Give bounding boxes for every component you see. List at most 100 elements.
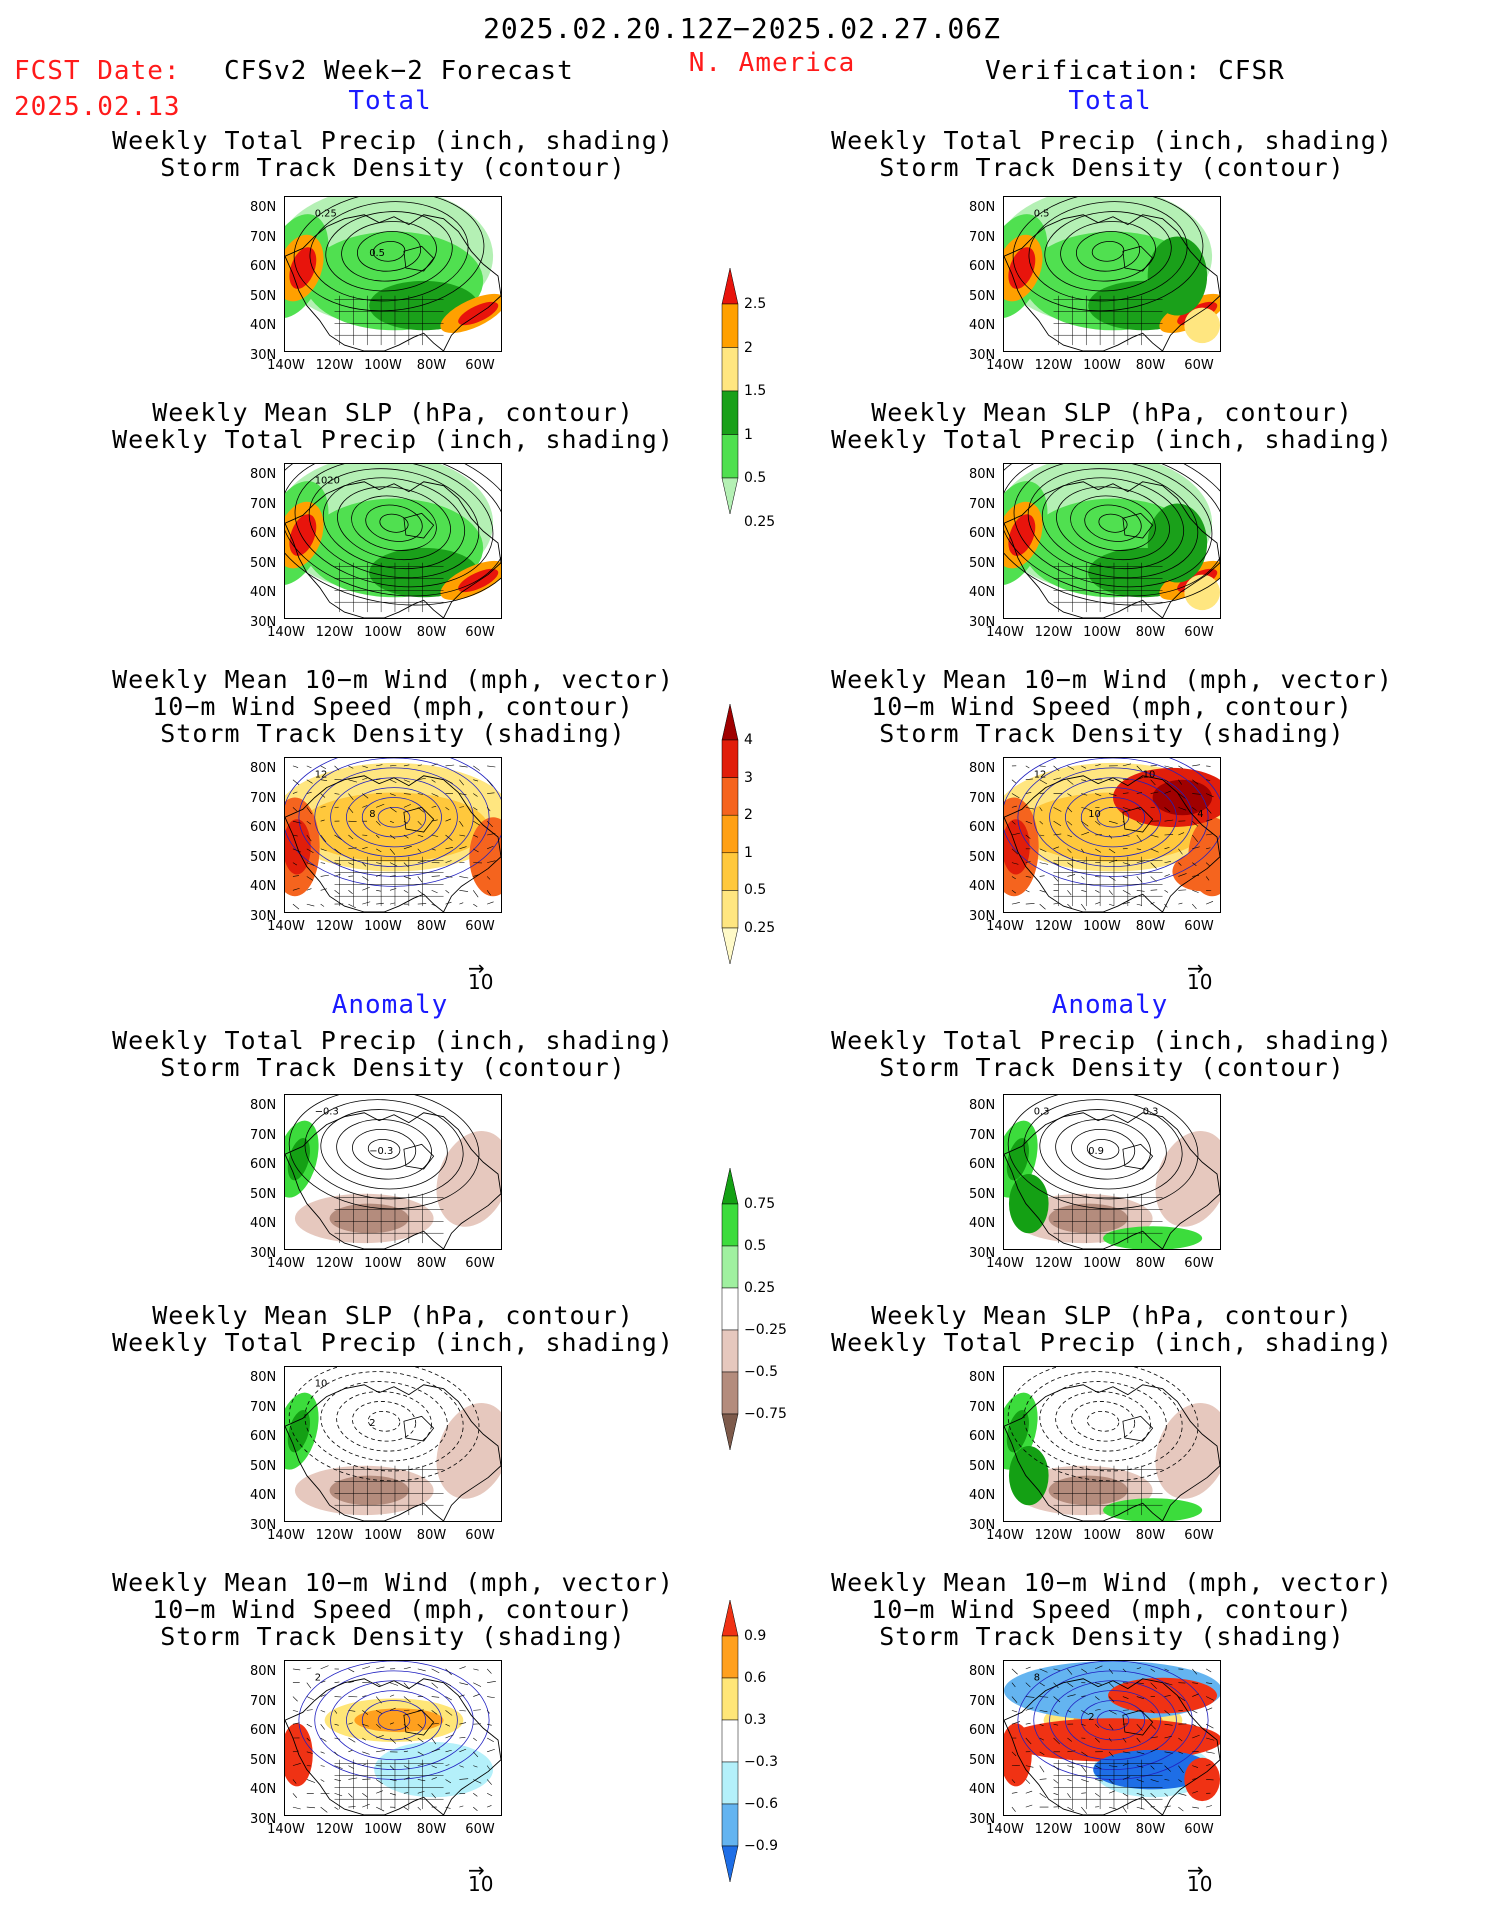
forecast-panel-2-title-line-1: Weekly Mean SLP (hPa, contour) bbox=[152, 398, 634, 427]
forecast-map-2-lon-label: 100W bbox=[364, 625, 402, 640]
verification-map-2-lon-label: 140W bbox=[986, 625, 1024, 640]
forecast-map-6-lat-label: 70N bbox=[250, 1693, 277, 1709]
colorbar-segment bbox=[721, 890, 739, 929]
verification-map-2-lon-label: 80W bbox=[1135, 625, 1166, 640]
forecast-map-6-lat-label: 30N bbox=[250, 1811, 277, 1827]
forecast-map-2-lat-label: 40N bbox=[250, 585, 277, 600]
colorbar-storm_total-label: 3 bbox=[744, 769, 753, 786]
forecast-map-1-annotation: 0.5 bbox=[369, 248, 385, 259]
colorbar-precip_total-label: 0.25 bbox=[744, 513, 776, 530]
verification-map-2-lat-label: 80N bbox=[969, 467, 996, 482]
forecast-map-2-annotation: 1020 bbox=[315, 476, 340, 487]
verification-map-4-annotation: 0.3 bbox=[1143, 1107, 1159, 1118]
verification-map-3-lon-label: 140W bbox=[986, 919, 1024, 934]
verification-map-2-lon-label: 120W bbox=[1034, 625, 1073, 640]
colorbar-storm_anom-label: 0.9 bbox=[744, 1628, 767, 1644]
colorbar-precip_anom-label: 0.25 bbox=[744, 1280, 776, 1296]
forecast-map-3-lat-label: 50N bbox=[250, 849, 277, 865]
forecast-map-3-annotation: 8 bbox=[369, 809, 375, 820]
verification-map-1-lat-label: 60N bbox=[969, 259, 996, 274]
forecast-map-5-lat-label: 80N bbox=[250, 1370, 277, 1385]
verification-vector-reference-label: 10 bbox=[1187, 970, 1213, 994]
verification-map-4-annotation: 0.9 bbox=[1088, 1146, 1104, 1157]
colorbar-segment bbox=[721, 390, 739, 435]
verification-map-6-lon-label: 60W bbox=[1184, 1822, 1214, 1837]
colorbar-segment bbox=[721, 1635, 739, 1679]
colorbar-segment bbox=[721, 347, 739, 392]
verification-map-1-annotation: 0.5 bbox=[1034, 209, 1050, 220]
verification-vector-reference-arrow: → bbox=[1187, 956, 1204, 980]
forecast-panel-5-title-line-2: Weekly Total Precip (inch, shading) bbox=[112, 1328, 674, 1357]
verification-map-1-lon-label: 60W bbox=[1184, 358, 1214, 373]
forecast-map-1-lat-label: 60N bbox=[250, 259, 277, 274]
verification-column-title: Verification: CFSR bbox=[985, 56, 1285, 86]
verification-map-6-lat-label: 80N bbox=[969, 1664, 996, 1679]
verification-map-3-lat-label: 60N bbox=[969, 820, 996, 835]
verification-map-2-lon-label: 100W bbox=[1083, 625, 1121, 640]
forecast-map-3-lon-label: 80W bbox=[416, 919, 447, 934]
verification-map-4-lat-label: 30N bbox=[969, 1245, 996, 1261]
verification-map-5-plot bbox=[1004, 1367, 1220, 1521]
forecast-map-4-lat-label: 30N bbox=[250, 1245, 277, 1261]
verification-map-3-lon-label: 100W bbox=[1083, 919, 1121, 934]
forecast-map-4-lon-label: 120W bbox=[315, 1256, 354, 1271]
forecast-map-4-lat-label: 70N bbox=[250, 1127, 277, 1143]
forecast-map-panel-5: 10 2 bbox=[284, 1366, 502, 1522]
forecast-map-6-lat-label: 40N bbox=[250, 1782, 277, 1797]
forecast-map-1-lon-label: 140W bbox=[267, 358, 305, 373]
verification-map-5-lat-label: 70N bbox=[969, 1399, 996, 1415]
forecast-vector-reference-arrow: → bbox=[468, 956, 485, 980]
colorbar-segment bbox=[721, 739, 739, 778]
forecast-total-heading: Total bbox=[348, 86, 432, 116]
forecast-map-3-lat-label: 40N bbox=[250, 879, 277, 894]
verification-map-4-lat-label: 60N bbox=[969, 1157, 996, 1172]
forecast-map-6-annotation: 2 bbox=[315, 1673, 321, 1684]
verification-map-5-lat-label: 30N bbox=[969, 1517, 996, 1533]
colorbar-precip_anom-graphic bbox=[721, 1167, 739, 1451]
forecast-map-5-annotation: 10 bbox=[315, 1379, 328, 1390]
verification-map-3-lon-label: 120W bbox=[1034, 919, 1073, 934]
verification-map-3-lat-label: 50N bbox=[969, 849, 996, 865]
colorbar-segment bbox=[721, 1599, 739, 1637]
verification-map-3-lat-label: 30N bbox=[969, 908, 996, 924]
forecast-map-panel-4: −0.3 −0.3 bbox=[284, 1094, 502, 1250]
verification-map-4-lat-label: 50N bbox=[969, 1186, 996, 1202]
verification-map-panel-3: 12 10 10 4 bbox=[1003, 757, 1221, 913]
forecast-map-4-lon-label: 140W bbox=[267, 1256, 305, 1271]
colorbar-segment bbox=[721, 1761, 739, 1805]
forecast-map-panel-3: 12 8 bbox=[284, 757, 502, 913]
forecast-map-6-lat-label: 80N bbox=[250, 1664, 277, 1679]
verification-map-6-lon-label: 140W bbox=[986, 1822, 1024, 1837]
fcst-date-label: FCST Date: bbox=[14, 56, 181, 86]
verification-map-6-lon-label: 80W bbox=[1135, 1822, 1166, 1837]
colorbar-segment bbox=[721, 477, 739, 515]
forecast-map-5-lon-label: 120W bbox=[315, 1528, 354, 1543]
forecast-map-3-lat-label: 30N bbox=[250, 908, 277, 924]
forecast-map-5-lat-label: 70N bbox=[250, 1399, 277, 1415]
forecast-map-panel-2: 1020 bbox=[284, 463, 502, 619]
forecast-map-3-lat-label: 60N bbox=[250, 820, 277, 835]
colorbar-segment bbox=[721, 1719, 739, 1763]
forecast-vector-reference-arrow: → bbox=[468, 1858, 485, 1882]
forecast-map-1-lat-label: 30N bbox=[250, 347, 277, 363]
forecast-map-1-lon-label: 60W bbox=[465, 358, 495, 373]
forecast-map-1-annotation: 0.25 bbox=[315, 209, 337, 220]
verification-map-1-lon-label: 80W bbox=[1135, 358, 1166, 373]
verification-map-6-lat-label: 60N bbox=[969, 1723, 996, 1738]
forecast-map-2-lon-label: 140W bbox=[267, 625, 305, 640]
colorbar-storm_anom-label: −0.6 bbox=[744, 1796, 778, 1812]
forecast-map-5-lon-label: 60W bbox=[465, 1528, 495, 1543]
verification-panel-3-title-line-1: Weekly Mean 10−m Wind (mph, vector) bbox=[831, 665, 1393, 694]
forecast-map-4-lon-label: 80W bbox=[416, 1256, 447, 1271]
colorbar-segment bbox=[721, 434, 739, 479]
forecast-map-6-lon-label: 80W bbox=[416, 1822, 447, 1837]
verification-map-4-lon-label: 140W bbox=[986, 1256, 1024, 1271]
colorbar-storm_total-label: 4 bbox=[744, 732, 753, 748]
forecast-map-5-lon-label: 100W bbox=[364, 1528, 402, 1543]
verification-map-1-lat-label: 50N bbox=[969, 288, 996, 304]
verification-map-panel-4: 0.3 0.9 0.3 bbox=[1003, 1094, 1221, 1250]
colorbar-precip_anom-label: 0.5 bbox=[744, 1238, 767, 1254]
forecast-map-3-plot: 12 8 bbox=[285, 758, 501, 912]
forecast-map-3-annotation: 12 bbox=[315, 770, 328, 781]
verification-map-4-lon-label: 80W bbox=[1135, 1256, 1166, 1271]
